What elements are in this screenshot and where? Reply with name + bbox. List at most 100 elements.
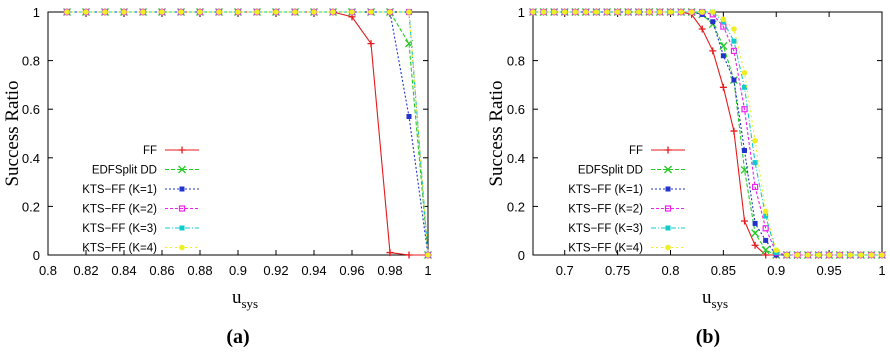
data-point	[699, 9, 706, 15]
data-point	[197, 9, 203, 15]
series-line	[533, 11, 882, 256]
series-line	[67, 11, 428, 256]
y-tick-label: 0	[518, 248, 525, 263]
x-axis-label: usys	[232, 287, 258, 311]
panel-caption: (a)	[226, 326, 249, 348]
data-point	[719, 42, 728, 50]
legend-label: KTS−FF (K=4)	[568, 243, 643, 255]
series-line	[533, 11, 882, 256]
legend-marker	[665, 225, 671, 231]
legend-label: FF	[143, 145, 157, 157]
y-tick-label: 0.2	[507, 199, 525, 214]
data-point	[64, 9, 70, 15]
x-tick-label: 0.9	[767, 263, 785, 278]
data-point	[593, 9, 600, 15]
legend-label: KTS−FF (K=2)	[568, 204, 643, 216]
x-tick-label: 0.9	[229, 263, 247, 278]
data-point	[614, 9, 621, 15]
data-point	[752, 220, 758, 226]
data-point	[561, 9, 568, 15]
data-point	[292, 9, 298, 15]
data-point	[159, 9, 165, 15]
data-point	[646, 9, 653, 15]
data-point	[698, 25, 706, 33]
legend-label: EDFSplit DD	[578, 165, 643, 177]
data-point	[731, 26, 737, 32]
legend-marker	[178, 205, 186, 212]
y-axis-label: Success Ratio	[2, 80, 23, 186]
series-line	[67, 11, 429, 256]
data-point	[826, 252, 832, 258]
data-point	[868, 252, 875, 258]
data-point	[406, 9, 412, 15]
y-tick-label: 1	[518, 5, 525, 20]
data-point	[368, 9, 374, 15]
data-point	[752, 137, 758, 144]
data-point	[583, 9, 589, 15]
data-point	[625, 9, 631, 15]
x-axis-label-subscript: sys	[712, 296, 729, 311]
data-point	[405, 251, 413, 259]
data-point	[751, 183, 759, 191]
data-point	[762, 225, 769, 232]
data-point	[731, 77, 737, 83]
x-tick-label: 0.98	[377, 263, 402, 278]
data-point	[720, 53, 726, 59]
data-point	[741, 217, 749, 225]
data-point	[710, 19, 716, 25]
data-point	[330, 9, 336, 15]
legend-label: FF	[629, 145, 643, 157]
legend: FF EDFSplit DD KTS−FF (K=1) KTS−FF (K=2) KTS…	[568, 145, 685, 255]
data-point	[121, 9, 127, 15]
data-point	[719, 83, 727, 91]
data-point	[751, 241, 759, 249]
data-point	[762, 251, 770, 259]
x-axis-label-main: u	[232, 287, 242, 308]
chart-panel-a: 0 0.2 0.4 0.6 0.8 1 0.8 0.82 0.84 0.86 0.88 0.9 0.92…	[2, 5, 432, 348]
x-tick-label: 0.84	[111, 263, 136, 278]
y-tick-label: 0	[33, 248, 40, 263]
legend-label: KTS−FF (K=4)	[82, 243, 157, 255]
data-point	[784, 252, 790, 258]
legend-marker	[179, 225, 185, 231]
legend-marker	[664, 205, 672, 212]
y-tick-label: 0.2	[22, 199, 40, 214]
series-line	[67, 11, 429, 256]
legend-marker	[665, 186, 671, 192]
data-point	[751, 229, 760, 238]
x-tick-label: 0.85	[711, 263, 736, 278]
legend: FF EDFSplit DD KTS−FF (K=1) KTS−FF (K=2) KTS…	[82, 145, 199, 255]
chart-panel-b: 0 0.2 0.4 0.6 0.8 1 0.7 0.75 0.8 0.85 0.9 0.95 1 Succ…	[486, 5, 886, 348]
legend-label: KTS−FF (K=3)	[82, 223, 157, 235]
legend-marker	[179, 244, 185, 251]
data-point	[530, 9, 536, 15]
legend-label: KTS−FF (K=1)	[82, 184, 157, 196]
data-point	[794, 252, 801, 258]
legend-label: EDFSplit DD	[92, 165, 157, 177]
data-point	[540, 9, 547, 15]
data-point	[102, 9, 108, 15]
data-point	[678, 9, 684, 15]
x-tick-label: 0.88	[187, 263, 212, 278]
x-tick-label: 0.94	[301, 263, 326, 278]
x-tick-label: 0.7	[556, 263, 574, 278]
data-point	[741, 69, 748, 76]
series-group	[529, 8, 886, 259]
legend-label: KTS−FF (K=1)	[568, 184, 643, 196]
data-point	[858, 252, 864, 258]
x-tick-label: 0.86	[149, 263, 174, 278]
series-line	[533, 11, 882, 256]
y-tick-label: 0.6	[22, 102, 40, 117]
x-tick-label: 0.8	[39, 263, 57, 278]
data-point	[216, 9, 222, 15]
data-point	[879, 252, 885, 258]
data-point	[731, 38, 737, 44]
x-axis-label: usys	[702, 287, 728, 311]
data-point	[140, 9, 146, 15]
data-point	[254, 9, 260, 15]
data-point	[688, 9, 695, 15]
data-point	[730, 47, 738, 54]
y-tick-label: 0.4	[507, 151, 525, 166]
x-tick-label: 0.96	[339, 263, 364, 278]
data-point	[387, 9, 393, 15]
